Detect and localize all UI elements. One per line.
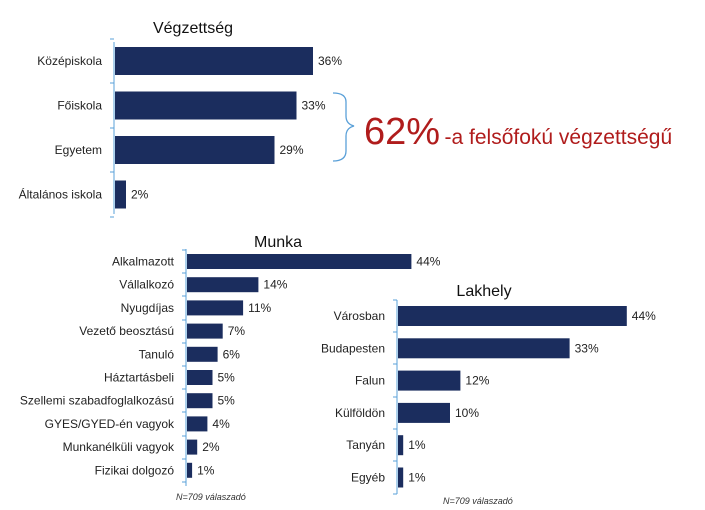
work-category-label: Vállalkozó xyxy=(119,278,174,292)
residence-category-label: Tanyán xyxy=(346,438,385,452)
work-category-label: Alkalmazott xyxy=(112,255,175,269)
education-category-label: Főiskola xyxy=(57,99,102,113)
education-value-label: 33% xyxy=(302,99,326,113)
education-bar xyxy=(115,91,297,120)
callout-description: -a felsőfokú végzettségű xyxy=(445,126,673,149)
residence-value-label: 1% xyxy=(408,471,426,485)
education-value-label: 36% xyxy=(318,54,342,68)
education-value-label: 29% xyxy=(280,143,304,157)
work-value-label: 11% xyxy=(248,301,271,315)
residence-value-label: 33% xyxy=(575,341,599,355)
residence-category-label: Egyéb xyxy=(351,471,385,485)
residence-value-label: 44% xyxy=(632,309,656,323)
work-value-label: 44% xyxy=(416,255,440,269)
work-value-label: 5% xyxy=(218,394,236,408)
work-bar xyxy=(187,323,223,339)
work-bar xyxy=(187,277,259,293)
work-bar xyxy=(187,370,213,385)
residence-bar xyxy=(398,306,627,326)
residence-value-label: 1% xyxy=(408,438,426,452)
education-bar xyxy=(115,180,126,209)
residence-bar xyxy=(398,435,404,456)
work-value-label: 7% xyxy=(228,324,246,338)
residence-chart-title: Lakhely xyxy=(456,283,511,300)
work-category-label: GYES/GYED-én vagyok xyxy=(45,417,175,431)
education-category-label: Egyetem xyxy=(55,143,102,157)
work-category-label: Háztartásbeli xyxy=(104,371,174,385)
residence-category-label: Külföldön xyxy=(335,406,385,420)
work-bar xyxy=(187,416,208,432)
education-chart-title: Végzettség xyxy=(153,20,233,37)
callout-text: 62% -a felsőfokú végzettségű xyxy=(364,111,672,153)
education-category-label: Általános iskola xyxy=(19,187,103,202)
education-bar xyxy=(115,136,275,164)
education-value-label: 2% xyxy=(131,188,149,202)
work-bar xyxy=(187,439,198,455)
work-bar xyxy=(187,393,213,409)
work-bar xyxy=(187,346,218,362)
residence-bar xyxy=(398,467,404,488)
work-category-label: Nyugdíjas xyxy=(121,301,174,315)
education-category-label: Középiskola xyxy=(37,54,102,68)
residence-category-label: Budapesten xyxy=(321,341,385,355)
callout-percent: 62% xyxy=(364,111,440,153)
residence-bar xyxy=(398,338,570,359)
work-bar xyxy=(187,254,412,269)
work-value-label: 14% xyxy=(263,278,287,292)
education-bar xyxy=(115,47,313,75)
residence-value-label: 10% xyxy=(455,406,479,420)
residence-chart: Lakhely N=709 válaszadó Városban 44% Budap… xyxy=(321,283,656,506)
work-chart-note: N=709 válaszadó xyxy=(176,492,246,502)
residence-category-label: Városban xyxy=(334,309,385,323)
residence-bar xyxy=(398,370,461,391)
work-chart-title: Munka xyxy=(254,234,302,251)
work-category-label: Fizikai dolgozó xyxy=(95,463,175,477)
work-value-label: 6% xyxy=(223,347,241,361)
residence-bar xyxy=(398,402,450,423)
work-category-label: Vezető beosztású xyxy=(79,324,174,338)
higher-education-callout: 62% -a felsőfokú végzettségű xyxy=(332,92,672,162)
education-chart: Végzettség Középiskola 36% Főiskola 33% Egye… xyxy=(19,20,342,218)
work-chart: Munka N=709 válaszadó Alkalmazott 44% Váll… xyxy=(20,234,441,502)
work-value-label: 1% xyxy=(197,463,215,477)
residence-category-label: Falun xyxy=(355,374,385,388)
work-category-label: Munkanélküli vagyok xyxy=(63,440,175,454)
residence-value-label: 12% xyxy=(465,374,489,388)
work-value-label: 5% xyxy=(218,371,236,385)
work-category-label: Szellemi szabadfoglalkozású xyxy=(20,394,174,408)
residence-chart-note: N=709 válaszadó xyxy=(443,496,513,506)
work-value-label: 2% xyxy=(202,440,220,454)
work-bar xyxy=(187,300,244,316)
work-category-label: Tanuló xyxy=(139,347,175,361)
work-value-label: 4% xyxy=(212,417,230,431)
callout-brace xyxy=(332,92,355,162)
work-bar xyxy=(187,462,193,478)
